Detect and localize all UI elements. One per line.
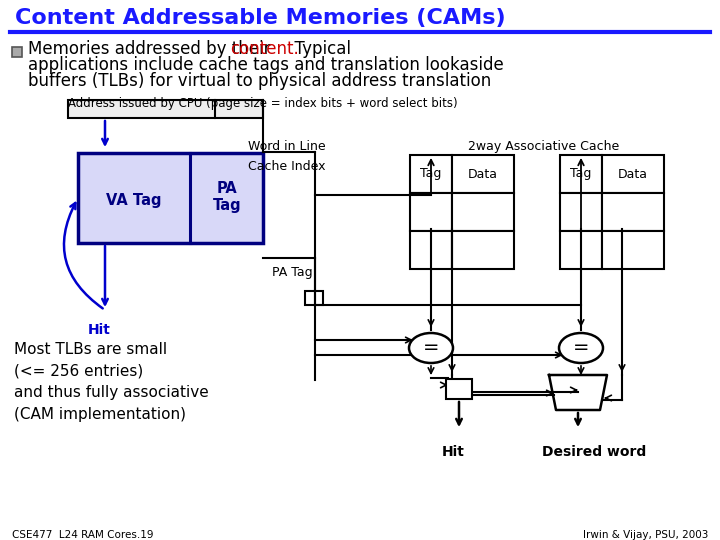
Text: 2way Associative Cache: 2way Associative Cache (468, 140, 619, 153)
Bar (446, 379, 472, 399)
Bar (410, 155, 452, 193)
Ellipse shape (409, 333, 453, 363)
Text: Desired word: Desired word (542, 445, 647, 459)
Text: Cache Index: Cache Index (248, 160, 325, 173)
Text: Word in Line: Word in Line (248, 140, 325, 153)
Bar (452, 155, 514, 193)
Polygon shape (549, 375, 607, 410)
Text: Data: Data (468, 167, 498, 180)
Text: Hit: Hit (442, 445, 465, 459)
Bar (12, 47, 22, 57)
Bar (602, 193, 664, 231)
Text: PA Tag: PA Tag (272, 266, 312, 279)
Bar (602, 155, 664, 193)
Text: Memories addressed by their: Memories addressed by their (28, 40, 276, 58)
Bar (305, 291, 323, 305)
Text: =: = (572, 339, 589, 357)
Bar (560, 231, 602, 269)
Bar (560, 155, 602, 193)
Text: Tag: Tag (570, 167, 592, 180)
Text: VA Tag: VA Tag (107, 193, 162, 208)
Text: Typical: Typical (284, 40, 351, 58)
Bar (560, 193, 602, 231)
Text: =: = (423, 339, 439, 357)
Text: CSE477  L24 RAM Cores.19: CSE477 L24 RAM Cores.19 (12, 530, 153, 540)
Text: Data: Data (618, 167, 648, 180)
Bar (78, 153, 263, 243)
Text: Tag: Tag (420, 167, 441, 180)
Text: Hit: Hit (88, 323, 111, 337)
Text: Address issued by CPU (page size = index bits + word select bits): Address issued by CPU (page size = index… (68, 97, 458, 110)
Bar (452, 193, 514, 231)
Text: content.: content. (230, 40, 299, 58)
Text: Most TLBs are small
(<= 256 entries)
and thus fully associative
(CAM implementat: Most TLBs are small (<= 256 entries) and… (14, 342, 209, 422)
Text: Irwin & Vijay, PSU, 2003: Irwin & Vijay, PSU, 2003 (582, 530, 708, 540)
Text: PA
Tag: PA Tag (212, 181, 241, 213)
Text: Content Addressable Memories (CAMs): Content Addressable Memories (CAMs) (15, 8, 505, 28)
Bar (68, 100, 263, 118)
Bar (410, 193, 452, 231)
Text: buffers (TLBs) for virtual to physical address translation: buffers (TLBs) for virtual to physical a… (28, 72, 491, 90)
Bar (602, 231, 664, 269)
Bar (410, 231, 452, 269)
Text: applications include cache tags and translation lookaside: applications include cache tags and tran… (28, 56, 504, 74)
Bar (452, 231, 514, 269)
Ellipse shape (559, 333, 603, 363)
